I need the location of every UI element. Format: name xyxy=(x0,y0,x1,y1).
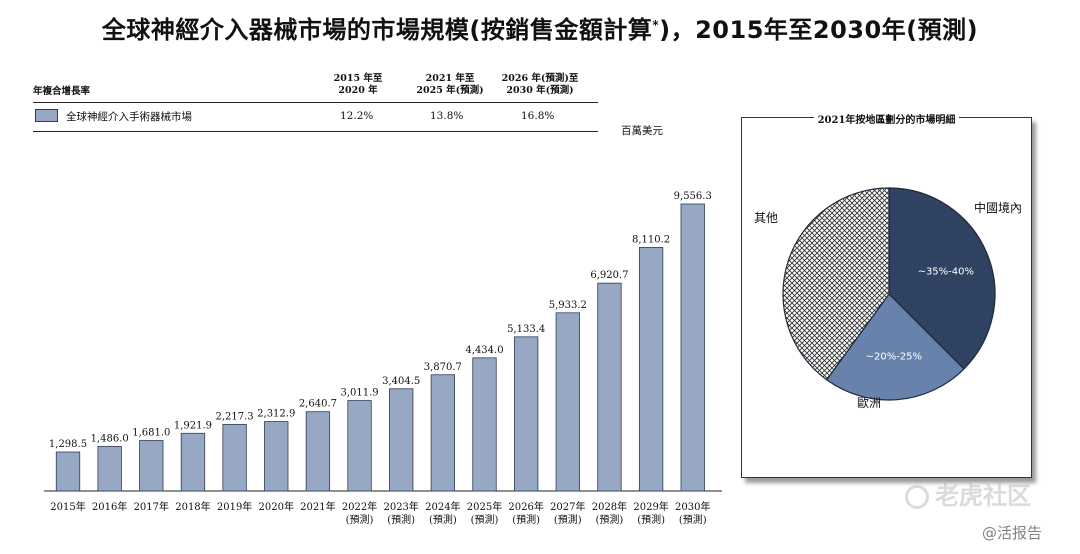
x-tick-label: 2026年 xyxy=(508,500,543,513)
cagr-header-rule xyxy=(33,102,598,103)
x-tick-label: 2024年 xyxy=(425,500,460,513)
x-tick-sublabel: (預測) xyxy=(387,513,415,526)
x-tick-label: 2022年 xyxy=(342,500,377,513)
cagr-period-2: 2021 年至 2025 年(預測) xyxy=(416,73,484,96)
pie-slice-label: ~20%-25% xyxy=(866,351,922,362)
x-tick-label: 2016年 xyxy=(92,500,127,513)
bar-value-label: 3,870.7 xyxy=(424,362,462,373)
x-tick-sublabel: (預測) xyxy=(554,513,582,526)
bar-2020年 xyxy=(264,421,289,492)
cagr-period-1: 2015 年至 2020 年 xyxy=(333,73,383,96)
x-tick-label: 2021年 xyxy=(300,500,335,513)
bar-2023年 xyxy=(389,388,414,492)
bar-value-label: 1,921.9 xyxy=(174,420,212,431)
bar-value-label: 2,312.9 xyxy=(257,409,295,420)
x-tick-label: 2017年 xyxy=(134,500,169,513)
bar-value-label: 2,640.7 xyxy=(299,399,337,410)
x-tick-sublabel: (預測) xyxy=(596,513,624,526)
bar-2016年 xyxy=(97,445,122,492)
legend-swatch xyxy=(35,109,58,122)
bar-2017年 xyxy=(139,440,164,492)
x-tick-sublabel: (預測) xyxy=(637,513,665,526)
x-tick-label: 2023年 xyxy=(383,500,418,513)
bar-value-label: 3,404.5 xyxy=(382,376,420,387)
bar-value-label: 3,011.9 xyxy=(340,388,378,399)
bar-value-label: 4,434.0 xyxy=(465,345,503,356)
x-tick-label: 2020年 xyxy=(259,500,294,513)
bar-2015年 xyxy=(55,451,81,492)
bar-value-label: 6,920.7 xyxy=(590,270,628,281)
x-tick-label: 2030年 xyxy=(675,500,710,513)
watermark-brand: 老虎社区 xyxy=(905,476,1031,511)
x-tick-label: 2028年 xyxy=(592,500,627,513)
x-tick-sublabel: (預測) xyxy=(471,513,499,526)
cagr-row-label: 年複合增長率 xyxy=(33,86,91,97)
bar-value-label: 5,933.2 xyxy=(549,300,587,311)
x-tick-label: 2015年 xyxy=(50,500,85,513)
pie-slice-中國境內 xyxy=(888,187,996,370)
bar-value-label: 5,133.4 xyxy=(507,324,545,335)
x-tick-label: 2025年 xyxy=(467,500,502,513)
pie-slice-其他 xyxy=(782,187,890,381)
tiger-logo-icon xyxy=(905,485,929,509)
bar-chart: 1,298.5 2015年 1,486.0 2016年 1,681.0 2017年 1,92… xyxy=(44,191,722,526)
x-tick-sublabel: (預測) xyxy=(346,513,374,526)
x-tick-label: 2019年 xyxy=(217,500,252,513)
pie-chart: ~35%-40% 中國境內 ~20%-25% 歐洲 其他 xyxy=(754,187,1022,410)
unit-label: 百萬美元 xyxy=(621,125,663,137)
bar-2027年 xyxy=(555,312,580,492)
cagr-value-3: 16.8% xyxy=(521,110,555,122)
bar-2030年 xyxy=(680,203,705,492)
bar-value-label: 9,556.3 xyxy=(674,191,712,202)
bar-value-label: 1,681.0 xyxy=(132,428,170,439)
cagr-bottom-rule xyxy=(33,131,598,132)
pie-slice-label: ~35%-40% xyxy=(918,266,974,277)
x-tick-sublabel: (預測) xyxy=(679,513,707,526)
x-tick-sublabel: (預測) xyxy=(512,513,540,526)
x-tick-label: 2018年 xyxy=(175,500,210,513)
bar-value-label: 2,217.3 xyxy=(216,411,254,422)
x-tick-label: 2029年 xyxy=(633,500,668,513)
title-footnote-mark: * xyxy=(652,18,660,32)
bar-2025年 xyxy=(472,357,497,492)
bar-2018年 xyxy=(180,432,206,492)
bar-value-label: 1,486.0 xyxy=(91,433,129,444)
cagr-series-label: 全球神經介入手術器械市場 xyxy=(66,111,192,123)
bar-2022年 xyxy=(347,400,372,492)
bar-2026年 xyxy=(514,336,539,492)
x-tick-sublabel: (預測) xyxy=(429,513,457,526)
cagr-value-1: 12.2% xyxy=(340,110,374,122)
pie-slice-歐洲 xyxy=(825,293,965,401)
pie-category-label: 中國境內 xyxy=(974,200,1022,215)
pie-category-label: 其他 xyxy=(754,211,778,225)
chart-title: 全球神經介入器械市場的市場規模(按銷售金額計算*)，2015年至2030年(預測… xyxy=(101,16,979,44)
pie-category-label: 歐洲 xyxy=(857,395,881,410)
cagr-period-3: 2026 年(預測)至 2030 年(預測) xyxy=(501,73,579,96)
bar-value-label: 8,110.2 xyxy=(632,234,670,245)
cagr-value-2: 13.8% xyxy=(430,110,464,122)
watermark-handle: @活报告 xyxy=(982,524,1043,542)
bar-2021年 xyxy=(305,411,331,492)
bar-2028年 xyxy=(597,282,622,492)
bar-2029年 xyxy=(638,247,664,492)
pie-title: 2021年按地區劃分的市場明細 xyxy=(742,115,1031,133)
x-tick-label: 2027年 xyxy=(550,500,585,513)
bar-2019年 xyxy=(222,424,247,492)
bar-value-label: 1,298.5 xyxy=(49,439,87,450)
pie-chart-panel: ~35%-40% 中國境內 ~20%-25% 歐洲 其他 2021年按地區劃分的市場明細 xyxy=(741,115,1032,478)
bar-2024年 xyxy=(430,374,456,492)
